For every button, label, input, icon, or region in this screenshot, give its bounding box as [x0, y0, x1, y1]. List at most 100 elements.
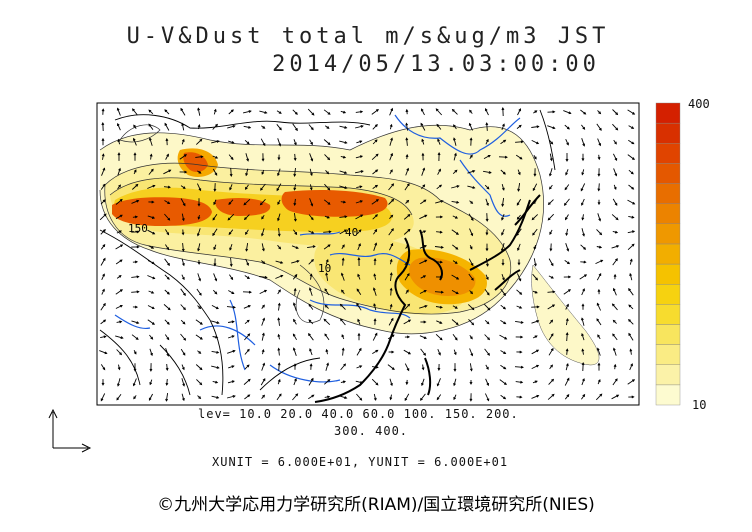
- wind-arrow: [531, 139, 539, 145]
- wind-arrowhead: [501, 107, 505, 111]
- wind-arrowhead: [468, 122, 472, 126]
- wind-arrowhead: [632, 379, 636, 382]
- wind-arrow: [148, 124, 154, 130]
- wind-arrowhead: [341, 334, 345, 338]
- wind-arrowhead: [182, 277, 185, 281]
- wind-arrow: [131, 334, 139, 340]
- wind-arrow: [581, 318, 585, 326]
- wind-arrow: [500, 394, 506, 400]
- wind-arrow: [147, 185, 155, 189]
- wind-arrowhead: [152, 184, 156, 188]
- wind-arrow: [483, 303, 491, 311]
- wind-arrowhead: [278, 111, 282, 114]
- wind-arrowhead: [454, 337, 458, 341]
- dust-plume: [100, 125, 600, 366]
- wind-arrowhead: [181, 218, 185, 222]
- wind-arrow: [339, 185, 347, 189]
- wind-arrow: [197, 243, 201, 251]
- wind-arrow: [342, 348, 344, 356]
- wind-arrowhead: [502, 123, 505, 127]
- wind-arrowhead: [276, 188, 280, 192]
- wind-arrow: [181, 258, 185, 266]
- wind-arrowhead: [389, 397, 393, 401]
- wind-arrow: [371, 109, 379, 115]
- wind-arrow: [627, 154, 635, 160]
- wind-arrow: [612, 378, 618, 386]
- wind-arrowhead: [582, 393, 586, 397]
- wind-arrow: [469, 123, 473, 131]
- wind-arrowhead: [232, 305, 236, 309]
- wind-arrowhead: [260, 187, 263, 191]
- wind-arrow: [324, 183, 330, 191]
- wind-arrowhead: [421, 367, 425, 371]
- wind-arrowhead: [456, 200, 460, 204]
- wind-arrow: [211, 365, 219, 369]
- wind-arrowhead: [310, 142, 313, 146]
- wind-arrowhead: [389, 303, 393, 307]
- wind-arrowhead: [357, 318, 360, 322]
- wind-arrowhead: [101, 382, 105, 386]
- wind-arrowhead: [164, 109, 168, 113]
- wind-arrowhead: [246, 319, 250, 323]
- wind-arrow: [196, 288, 202, 296]
- wind-arrowhead: [309, 348, 312, 352]
- wind-arrowhead: [630, 171, 634, 175]
- wind-arrowhead: [421, 138, 425, 142]
- wind-arrow: [309, 288, 313, 296]
- wind-arrowhead: [372, 287, 376, 291]
- wind-arrowhead: [136, 245, 140, 249]
- wind-arrowhead: [470, 263, 474, 267]
- wind-arrow: [180, 333, 186, 341]
- wind-arrowhead: [599, 127, 602, 131]
- wind-arrowhead: [103, 335, 107, 339]
- wind-arrowhead: [327, 379, 331, 382]
- wind-arrowhead: [470, 353, 474, 357]
- wind-arrowhead: [405, 289, 409, 293]
- wind-arrowhead: [136, 290, 140, 294]
- wind-arrowhead: [533, 173, 537, 177]
- wind-arrowhead: [453, 137, 456, 141]
- wind-arrowhead: [310, 127, 314, 131]
- wind-arrow: [309, 198, 313, 206]
- wind-arrowhead: [486, 203, 489, 207]
- wind-arrowhead: [566, 142, 569, 146]
- wind-arrowhead: [120, 244, 124, 248]
- wind-arrow: [371, 378, 379, 386]
- wind-arrowhead: [326, 215, 330, 219]
- wind-arrow: [354, 125, 364, 129]
- wind-arrowhead: [517, 172, 521, 176]
- wind-arrow: [133, 138, 137, 146]
- wind-arrowhead: [262, 378, 266, 382]
- wind-arrow: [517, 108, 521, 116]
- wind-arrow: [227, 125, 235, 129]
- wind-arrowhead: [406, 335, 411, 339]
- wind-arrowhead: [199, 367, 203, 371]
- wind-arrow: [403, 319, 411, 325]
- wind-arrowhead: [375, 382, 379, 386]
- wind-arrowhead: [216, 140, 220, 143]
- wind-arrowhead: [535, 277, 539, 281]
- colorbar-swatch: [655, 122, 681, 144]
- wind-arrowhead: [230, 109, 234, 113]
- wind-arrowhead: [520, 140, 524, 144]
- wind-arrowhead: [344, 229, 348, 233]
- wind-arrowhead: [215, 306, 219, 310]
- wind-arrow: [453, 138, 457, 146]
- wind-arrow: [404, 363, 410, 371]
- wind-arrowhead: [215, 123, 218, 127]
- wind-arrowhead: [359, 200, 363, 203]
- wind-arrow: [292, 109, 298, 115]
- wind-arrowhead: [182, 367, 185, 371]
- wind-arrow: [100, 364, 106, 370]
- wind-arrowhead: [374, 124, 378, 128]
- wind-arrowhead: [597, 188, 601, 192]
- wind-arrowhead: [488, 170, 492, 174]
- wind-arrow: [277, 168, 281, 176]
- wind-arrow: [468, 258, 474, 266]
- wind-arrow: [181, 123, 185, 131]
- wind-arrow: [227, 350, 235, 354]
- wind-arrowhead: [421, 382, 424, 387]
- wind-arrowhead: [612, 347, 616, 351]
- wind-arrow: [100, 184, 106, 190]
- wind-arrow: [403, 229, 411, 235]
